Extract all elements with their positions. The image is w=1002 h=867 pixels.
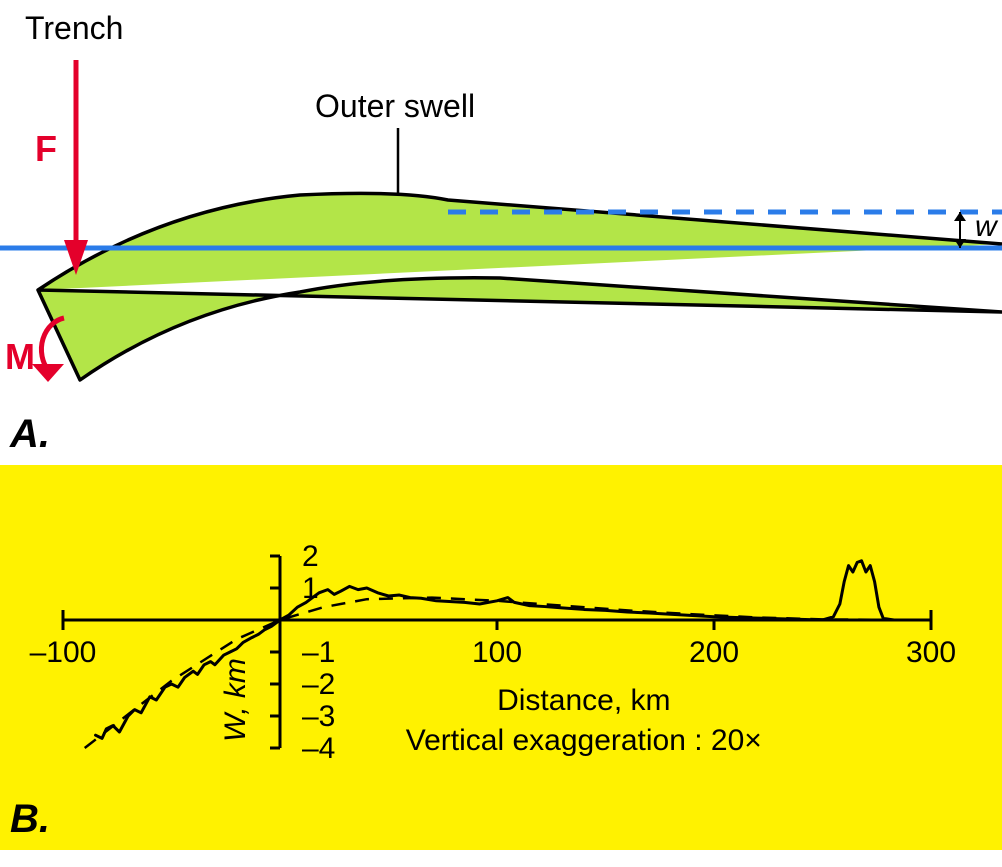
panel-b-svg: 21 –1–2–3–4 –100 100 200 300 Distance, km Ver… [0, 465, 1002, 850]
w-label: w [975, 210, 997, 244]
force-arrow [64, 60, 88, 275]
outer-swell-label: Outer swell [315, 88, 475, 125]
yaxis-label: W, km [219, 658, 252, 742]
panel-a-svg [0, 0, 1002, 465]
svg-text:300: 300 [906, 636, 956, 669]
svg-text:–4: –4 [302, 732, 335, 765]
panel-b: 21 –1–2–3–4 –100 100 200 300 Distance, km Ver… [0, 465, 1002, 850]
panel-b-id: B. [10, 797, 50, 842]
force-F-label: F [35, 128, 57, 170]
svg-text:–3: –3 [302, 700, 335, 733]
svg-text:2: 2 [302, 540, 319, 573]
moment-M-label: M [5, 336, 35, 378]
svg-text:200: 200 [689, 636, 739, 669]
svg-text:–1: –1 [302, 636, 335, 669]
svg-text:–100: –100 [30, 636, 97, 669]
svg-text:–2: –2 [302, 668, 335, 701]
svg-text:1: 1 [302, 572, 319, 605]
panel-a-id: A. [10, 412, 50, 457]
plate-shape [38, 193, 1002, 380]
svg-text:100: 100 [472, 636, 522, 669]
exaggeration-label: Vertical exaggeration : 20× [406, 724, 762, 757]
panel-a: Trench Outer swell F M w A. [0, 0, 1002, 465]
trench-label: Trench [25, 10, 123, 47]
xaxis-label: Distance, km [497, 684, 670, 717]
